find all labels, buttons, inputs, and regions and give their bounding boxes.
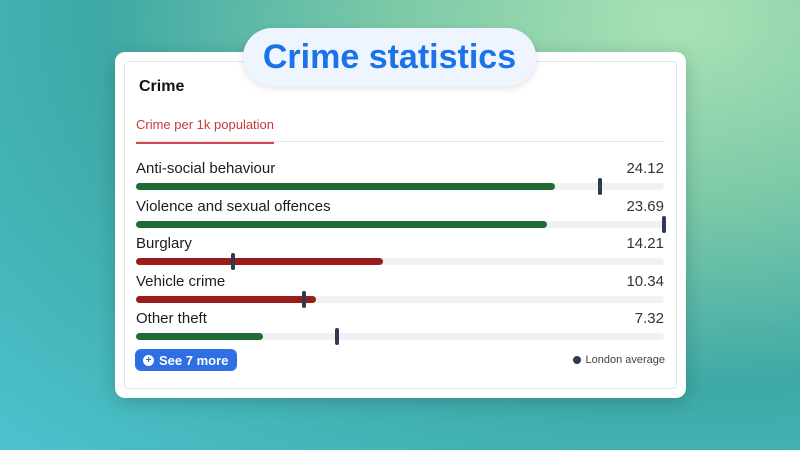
crime-value: 23.69 — [626, 197, 664, 215]
london-average-marker — [662, 215, 666, 233]
crime-bar-track — [136, 215, 666, 233]
crime-bar-track — [136, 178, 664, 195]
london-average-marker — [335, 328, 340, 345]
crime-row: Burglary 14.21 — [136, 235, 664, 271]
banner-title: Crime statistics — [243, 28, 536, 86]
crime-label: Anti-social behaviour — [136, 160, 276, 177]
crime-bar-track — [136, 328, 664, 345]
crime-row: Violence and sexual offences 23.69 — [136, 197, 666, 234]
crime-value: 14.21 — [626, 235, 664, 252]
legend: London average — [573, 354, 665, 366]
card-title: Crime — [139, 78, 185, 95]
crime-label: Burglary — [136, 235, 192, 252]
legend-label: London average — [585, 354, 665, 366]
crime-label: Other theft — [136, 310, 207, 327]
crime-row: Other theft 7.32 — [136, 310, 664, 346]
london-average-marker — [302, 290, 307, 308]
crime-panel: Crime Crime per 1k population Anti-socia… — [124, 61, 677, 389]
crime-bar-fill — [136, 295, 316, 303]
crime-label: Vehicle crime — [136, 272, 226, 290]
crime-bar-fill — [136, 258, 383, 265]
crime-bar-track — [136, 253, 664, 270]
crime-bar-fill — [136, 183, 555, 190]
crime-row: Anti-social behaviour 24.12 — [136, 160, 664, 196]
crime-value: 7.32 — [634, 310, 664, 327]
crime-label: Violence and sexual offences — [136, 197, 331, 215]
tab-divider — [136, 141, 665, 142]
crime-row: Vehicle crime 10.34 — [136, 273, 664, 309]
tab-crime-per-1k[interactable]: Crime per 1k population — [136, 117, 275, 144]
see-more-label: See 7 more — [159, 352, 229, 368]
crime-value: 24.12 — [626, 160, 664, 177]
crime-bar-fill — [136, 333, 264, 340]
crime-bar-fill — [136, 220, 548, 228]
london-average-dot-icon — [573, 356, 582, 364]
crime-value: 10.34 — [626, 272, 664, 290]
london-average-marker — [597, 178, 602, 195]
plus-circle-icon: + — [143, 354, 154, 366]
see-more-button[interactable]: + See 7 more — [135, 349, 238, 371]
crime-card: Crime Crime per 1k population Anti-socia… — [115, 52, 686, 398]
london-average-marker — [231, 253, 236, 270]
crime-bar-track — [136, 290, 664, 308]
